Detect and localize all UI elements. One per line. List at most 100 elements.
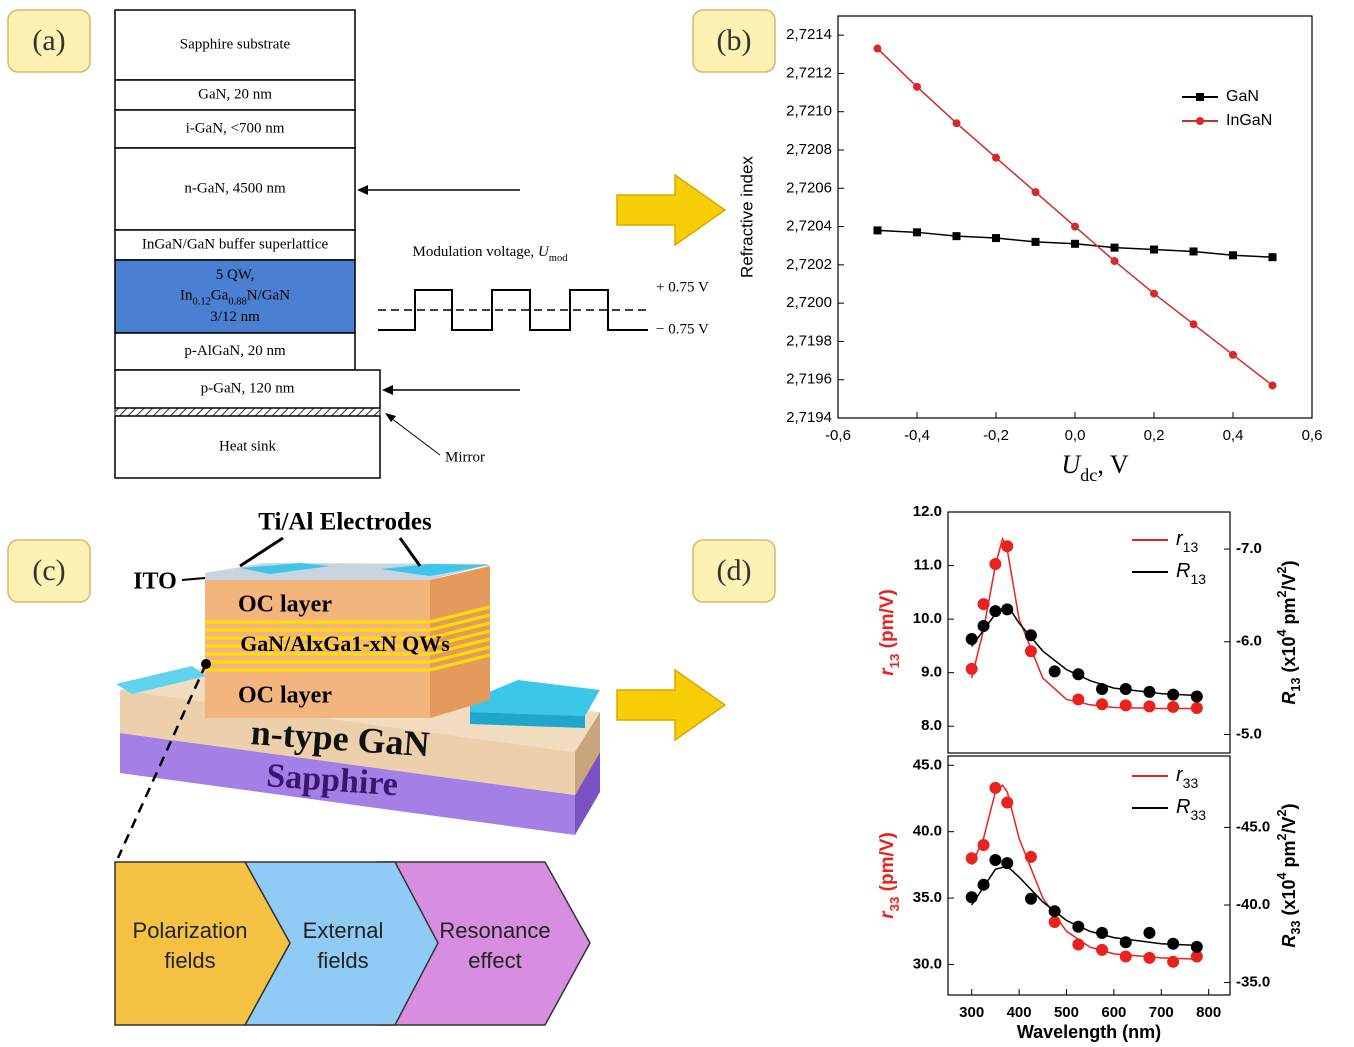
- fit-curve: [971, 603, 1197, 697]
- panel-label: (d): [717, 554, 752, 587]
- marker: [1071, 222, 1079, 231]
- marker: [952, 232, 961, 241]
- layer-label: p-AlGaN, 20 nm: [184, 343, 286, 359]
- panel-label-box: [692, 539, 776, 603]
- marker: [1096, 943, 1109, 956]
- y-tick-label: 2,7206: [786, 179, 832, 196]
- text-part: , V: [1097, 450, 1129, 479]
- legend-label: r13: [1176, 528, 1198, 554]
- marker: [1167, 700, 1180, 713]
- y-tick-label: 2,7214: [786, 26, 832, 43]
- y-tick-label: 2,7198: [786, 332, 832, 349]
- y-tick-label: 2,7208: [786, 141, 832, 158]
- panel-label: (a): [32, 24, 65, 57]
- marker: [1096, 926, 1109, 939]
- panel-label: (b): [717, 24, 752, 57]
- marker: [1119, 936, 1132, 949]
- text-part: /V: [1279, 816, 1299, 833]
- legend-label: R13: [1176, 560, 1206, 586]
- marker: [1024, 892, 1037, 905]
- text-part: R: [1279, 692, 1299, 705]
- marker: [989, 781, 1002, 794]
- layer: [114, 415, 381, 479]
- layer: [114, 369, 381, 409]
- marker: [1096, 683, 1109, 696]
- y-axis-label: Refractive index: [737, 156, 756, 278]
- panel-label: (c): [32, 554, 65, 587]
- marker: [1048, 915, 1061, 928]
- layer-label: 5 QW,: [216, 267, 255, 283]
- mechanism-label: Resonance: [439, 918, 550, 943]
- device-label: OC layer: [238, 592, 332, 618]
- mechanism-label: fields: [164, 948, 215, 973]
- marker: [913, 228, 921, 237]
- layer-label: n-GaN, 4500 nm: [184, 180, 286, 196]
- marker: [1190, 702, 1203, 715]
- marker: [1024, 629, 1037, 642]
- fit-curve: [970, 536, 1197, 710]
- arrow: [616, 668, 727, 742]
- marker: [1268, 253, 1277, 262]
- text-part: InGaN: [1226, 112, 1272, 129]
- text-part: 2: [1275, 566, 1289, 573]
- text-part: 13: [887, 654, 902, 669]
- text-part: Modulation voltage,: [413, 244, 538, 260]
- x-tick-label: 0,6: [1302, 427, 1323, 444]
- mechanism-label: fields: [317, 948, 368, 973]
- marker: [965, 891, 978, 904]
- y-tick-label: 45.0: [913, 756, 942, 773]
- marker: [989, 557, 1002, 570]
- y2-tick-label: -5.0: [1236, 725, 1262, 742]
- marker: [1229, 350, 1237, 359]
- mechanism-chevrons: [114, 861, 591, 1026]
- text-part: mod: [549, 253, 568, 264]
- marker: [1072, 693, 1085, 706]
- layer: [114, 147, 356, 231]
- marker: [1072, 920, 1085, 933]
- marker: [989, 605, 1002, 618]
- marker: [965, 662, 978, 675]
- x-tick-label: 0,4: [1223, 427, 1244, 444]
- fit-curve: [971, 865, 1197, 947]
- marker: [1143, 685, 1156, 698]
- square-wave: [378, 289, 648, 331]
- arrow-head: [382, 385, 393, 395]
- device-label: ITO: [133, 569, 177, 595]
- plot-frame: [837, 15, 1313, 419]
- marker: [977, 598, 990, 611]
- x-tick-label: -0,6: [825, 427, 851, 444]
- y-tick-label: 2,7196: [786, 371, 832, 388]
- marker: [1024, 850, 1037, 863]
- marker: [977, 878, 990, 891]
- marker: [1110, 243, 1119, 252]
- marker: [1189, 247, 1198, 256]
- marker: [992, 234, 1000, 243]
- text-part: pm: [1279, 840, 1299, 872]
- marker: [1096, 698, 1109, 711]
- y-tick-label: 40.0: [913, 823, 942, 840]
- series-line: [876, 48, 1273, 387]
- layer-label: In0.12Ga0.88N/GaN: [180, 288, 290, 307]
- marker: [1071, 239, 1079, 248]
- text-part: U: [1061, 450, 1082, 479]
- marker: [1031, 188, 1040, 197]
- marker: [1167, 955, 1180, 968]
- marker: [1001, 540, 1014, 553]
- layer-label: Sapphire substrate: [180, 36, 291, 52]
- marker: [1167, 937, 1180, 950]
- y-axis-label: r33 (pm/V): [877, 832, 902, 919]
- layer-label: InGaN/GaN buffer superlattice: [142, 236, 329, 252]
- text-part: /V: [1279, 573, 1299, 590]
- text-part: 13: [1190, 571, 1206, 587]
- y2-tick-label: -40.0: [1236, 896, 1270, 913]
- text-part: 0.88: [228, 296, 246, 307]
- marker: [1110, 257, 1119, 266]
- layer-label: i-GaN, <700 nm: [186, 120, 285, 136]
- text-part: (pm/V): [877, 832, 898, 896]
- marker: [873, 44, 882, 53]
- text-part: U: [538, 244, 550, 260]
- plot-frame: [947, 511, 1231, 754]
- hatch-layer: [114, 407, 381, 417]
- layer: [114, 109, 356, 149]
